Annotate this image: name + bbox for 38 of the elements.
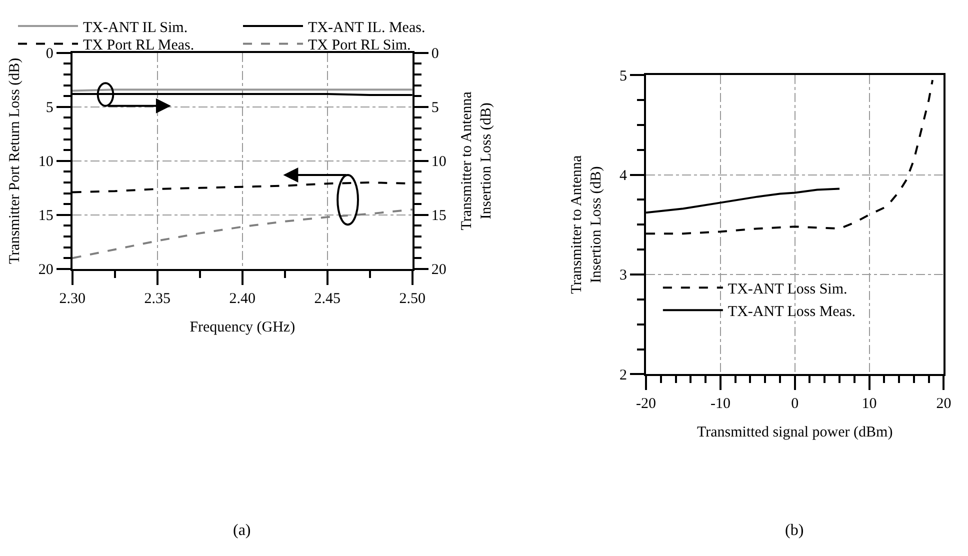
x-tick-label: 2.40 xyxy=(229,290,256,307)
legend-label: TX-ANT IL Sim. xyxy=(83,20,188,36)
legend-label: TX-ANT IL. Meas. xyxy=(308,20,426,36)
y-tick-label: 5 xyxy=(620,68,628,84)
x-tick-label: 2.50 xyxy=(399,290,426,307)
y-axis-title: Transmitter Port Return Loss (dB) xyxy=(7,58,24,264)
x-tick-label: -10 xyxy=(710,396,730,412)
x-tick-label: -20 xyxy=(636,396,656,412)
text: (a) xyxy=(233,522,251,539)
x-tick-label: 10 xyxy=(862,396,877,412)
x-tick-label: 2.30 xyxy=(59,290,86,307)
legend-label: TX-ANT Loss Sim. xyxy=(728,281,848,298)
line-series xyxy=(72,208,412,260)
x-tick-label: 20 xyxy=(936,396,952,412)
y-tick-label: 0 xyxy=(46,46,54,62)
y2-tick-label: 5 xyxy=(431,100,439,116)
y2-axis-title: Transmitter to Antenna Insertion Loss (dB) xyxy=(458,91,494,230)
y-tick-label: 3 xyxy=(620,268,628,284)
x-axis-title: Transmitted signal power (dBm) xyxy=(697,424,893,441)
x-tick-label: 2.35 xyxy=(144,290,170,307)
x-tick-label: 2.45 xyxy=(314,290,341,307)
legend-label: TX-ANT Loss Meas. xyxy=(728,304,856,320)
x-axis-title: Frequency (GHz) xyxy=(190,319,296,336)
text: (b) xyxy=(785,522,804,539)
y-tick-label: 15 xyxy=(38,208,54,224)
legend-label: TX Port RL Meas. xyxy=(83,38,194,54)
y-tick-label: 2 xyxy=(620,367,628,384)
legend-label: TX Port RL Sim. xyxy=(308,38,411,54)
y-tick-label: 5 xyxy=(46,100,54,116)
y-tick-label: 4 xyxy=(620,168,628,184)
y-axis-title: Transmitter to Antenna Insertion Loss (dB) xyxy=(568,154,604,294)
x-tick-label: 0 xyxy=(791,396,799,412)
y-tick-label: 10 xyxy=(38,154,54,170)
y-tick-label: 20 xyxy=(38,262,54,278)
y2-tick-label: 20 xyxy=(431,262,446,278)
y2-tick-label: 15 xyxy=(431,208,446,224)
y2-tick-label: 10 xyxy=(431,154,446,170)
y2-tick-label: 0 xyxy=(431,46,439,62)
